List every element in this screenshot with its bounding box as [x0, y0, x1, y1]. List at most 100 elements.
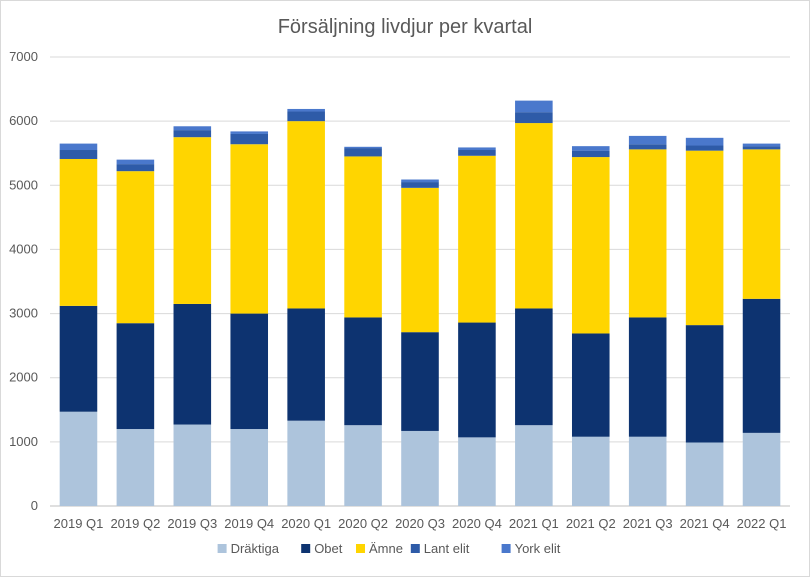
bar-segment [287, 308, 325, 421]
bar-segment [401, 430, 439, 506]
bar-segment [628, 436, 667, 506]
bar-segment [287, 121, 325, 309]
bar-segment [59, 150, 98, 159]
bar-segment [344, 317, 382, 426]
legend-item: Dräktiga [217, 541, 280, 556]
bar-segment [515, 100, 553, 113]
bar-segment [173, 303, 212, 425]
bar-segment [515, 123, 553, 309]
bar-segment [458, 437, 496, 506]
y-tick-label: 5000 [9, 177, 38, 192]
legend-label: Ämne [369, 541, 403, 556]
legend-swatch [410, 544, 420, 553]
bar-segment [287, 111, 325, 122]
x-tick-label: 2022 Q1 [737, 516, 787, 531]
bar-segment [230, 313, 269, 430]
y-axis-ticks: 0 1000 2000 3000 4000 5000 6000 7000 [9, 49, 38, 513]
x-tick-label: 2019 Q4 [224, 516, 274, 531]
x-tick-label: 2019 Q2 [110, 516, 160, 531]
bar-segment [116, 171, 155, 324]
y-tick-label: 1000 [9, 434, 38, 449]
x-tick-label: 2020 Q2 [338, 516, 388, 531]
legend-item: Lant elit [410, 541, 470, 556]
bar-segment [59, 411, 98, 506]
bar-segment [344, 425, 382, 506]
x-tick-label: 2021 Q3 [623, 516, 673, 531]
x-tick-label: 2021 Q2 [566, 516, 616, 531]
legend-item: Ämne [356, 541, 403, 556]
x-tick-label: 2019 Q3 [167, 516, 217, 531]
y-tick-label: 2000 [9, 370, 38, 385]
bar-segment [344, 148, 382, 157]
bar-segment [344, 146, 382, 149]
bar-segment [173, 137, 212, 304]
bar-segment [401, 332, 439, 431]
legend-label: Lant elit [424, 541, 470, 556]
legend-swatch [501, 544, 511, 553]
bar-segment [628, 144, 667, 150]
y-tick-label: 6000 [9, 113, 38, 128]
bar-segment [571, 146, 610, 151]
bar-segment [59, 305, 98, 412]
bar-segment [116, 159, 155, 165]
bars [59, 100, 781, 506]
y-tick-label: 0 [31, 498, 38, 513]
bar-segment [458, 147, 496, 151]
bar-segment [685, 137, 724, 146]
bar-segment [230, 131, 269, 134]
bar-segment [230, 144, 269, 314]
legend-label: York elit [515, 541, 561, 556]
bar-segment [742, 149, 781, 299]
legend-swatch [356, 544, 365, 553]
bar-segment [742, 298, 781, 433]
bar-segment [230, 133, 269, 145]
bar-segment [742, 432, 781, 506]
bar-segment [401, 179, 439, 183]
bar-segment [173, 126, 212, 131]
bar-segment [116, 323, 155, 430]
legend-swatch [217, 544, 227, 553]
bar-segment [685, 145, 724, 151]
bar-segment [742, 143, 781, 147]
bar-segment [628, 317, 667, 437]
legend-label: Dräktiga [231, 541, 280, 556]
legend-item: Obet [301, 541, 343, 556]
bar-segment [571, 436, 610, 506]
legend-item: York elit [501, 541, 561, 556]
bar-segment [173, 130, 212, 138]
x-tick-label: 2020 Q3 [395, 516, 445, 531]
bar-segment [515, 425, 553, 506]
bar-segment [458, 322, 496, 438]
bar-segment [458, 150, 496, 156]
bar-segment [571, 333, 610, 437]
bar-segment [742, 146, 781, 150]
legend-swatch [301, 544, 311, 553]
bar-segment [116, 429, 155, 506]
bar-segment [59, 158, 98, 306]
bar-segment [685, 442, 724, 506]
bar-segment [287, 420, 325, 506]
y-tick-label: 4000 [9, 241, 38, 256]
bar-segment [401, 187, 439, 333]
y-tick-label: 7000 [9, 49, 38, 64]
bar-segment [685, 150, 724, 326]
bar-segment [571, 157, 610, 334]
bar-segment [173, 424, 212, 506]
x-tick-label: 2020 Q4 [452, 516, 502, 531]
x-axis-ticks: 2019 Q1 2019 Q2 2019 Q3 2019 Q4 2020 Q1 2020 … [54, 516, 787, 531]
bar-segment [515, 112, 553, 124]
chart-title: Försäljning livdjur per kvartal [278, 16, 533, 38]
legend-label: Obet [314, 541, 343, 556]
bar-segment [571, 150, 610, 158]
x-tick-label: 2019 Q1 [54, 516, 104, 531]
bar-segment [230, 429, 269, 506]
bar-segment [116, 164, 155, 172]
x-tick-label: 2020 Q1 [281, 516, 331, 531]
bar-segment [685, 325, 724, 443]
y-tick-label: 3000 [9, 306, 38, 321]
bar-segment [628, 135, 667, 145]
bar-segment [59, 143, 98, 151]
bar-segment [344, 156, 382, 318]
bar-segment [515, 308, 553, 426]
